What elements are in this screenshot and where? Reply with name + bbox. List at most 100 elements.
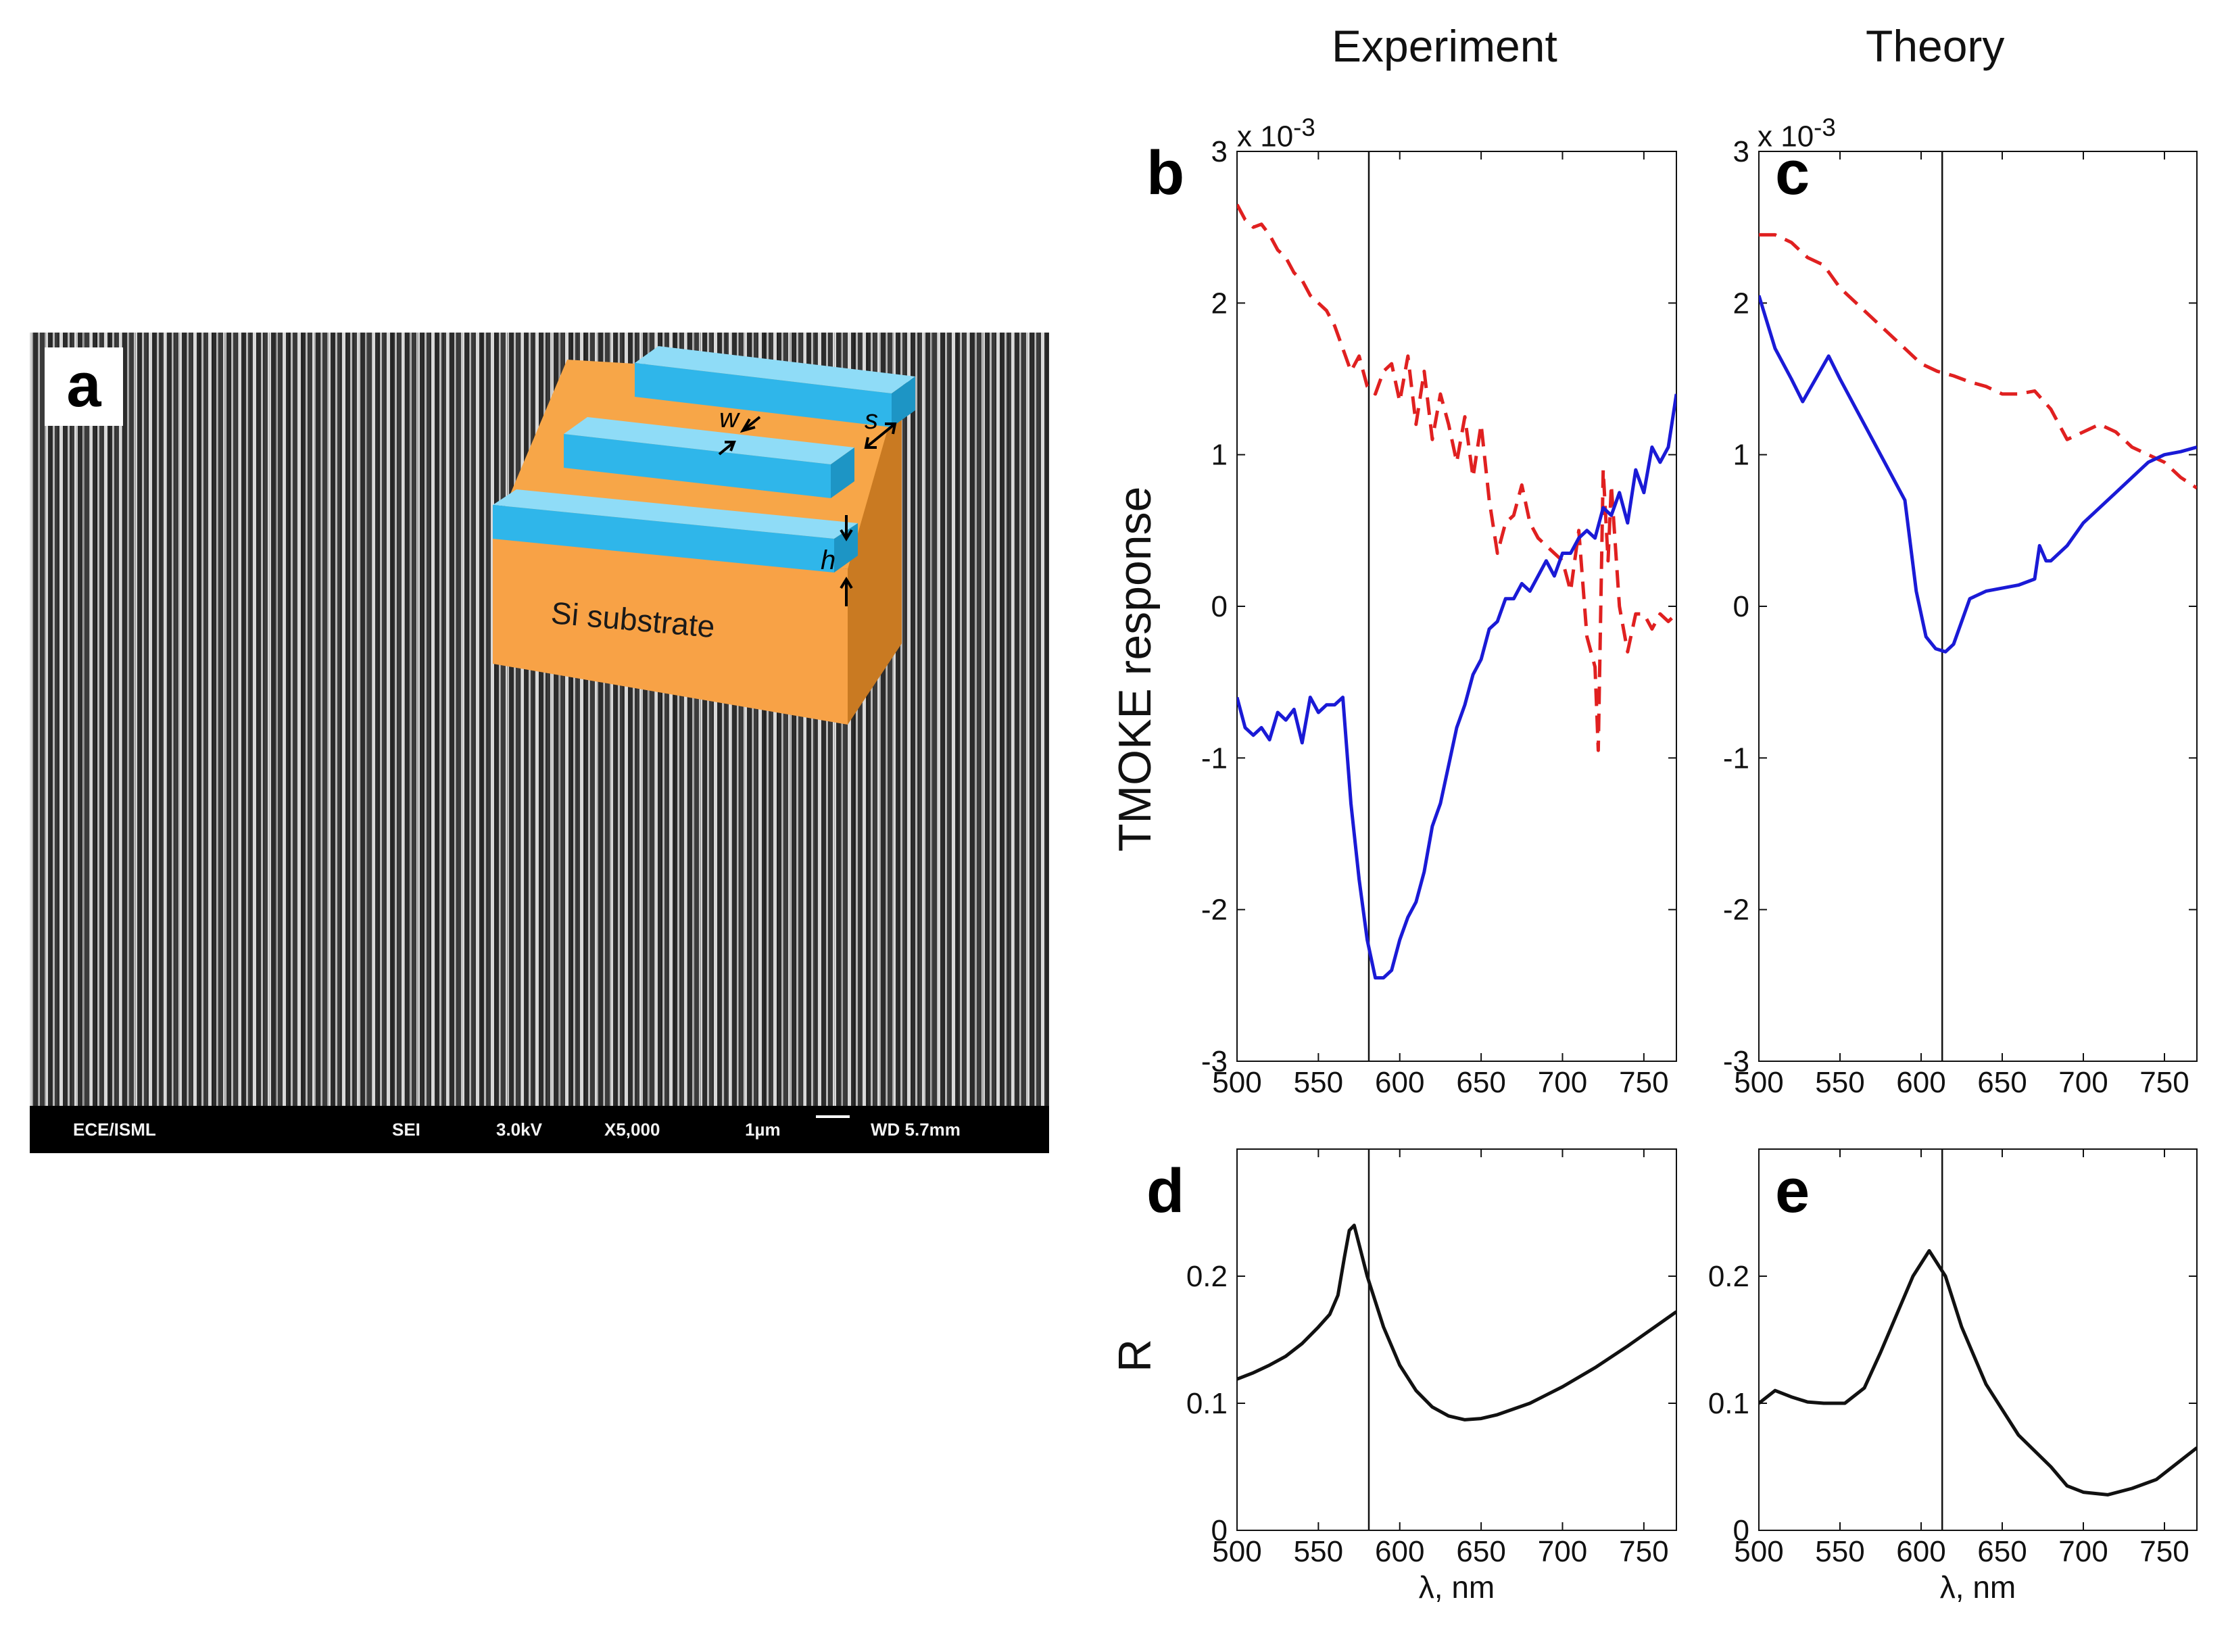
stripe-back-end: [892, 376, 915, 427]
sem-scale-label: 1µm: [745, 1119, 781, 1140]
plot-b-series-dashed: [1237, 203, 1676, 752]
plot-d-ytick-label: 0: [1211, 1514, 1228, 1547]
panel-label-d: d: [1146, 1157, 1185, 1225]
plot-b-ytick-label: 0: [1211, 590, 1228, 623]
plot-d-xtick-label: 550: [1294, 1535, 1343, 1568]
plot-e-ytick-label: 0: [1733, 1514, 1749, 1547]
plot-e-series-R: [1759, 1248, 2197, 1497]
stripe-front-end: [834, 523, 858, 573]
exponent-label-c-power: -3: [1814, 114, 1836, 141]
w-arrow-lower: [718, 441, 735, 456]
plot-c-series-solid: [1759, 295, 2197, 654]
plot-b-xtick-label: 600: [1375, 1066, 1424, 1099]
dim-w-label: w: [719, 404, 741, 433]
plot-d-xtick-label: 700: [1538, 1535, 1587, 1568]
dimension-arrows: [718, 416, 897, 606]
plot-e-xtick-label: 650: [1977, 1535, 2027, 1568]
plot-c-ytick-label: 1: [1733, 439, 1749, 472]
plot-e-xlabel: λ, nm: [1940, 1570, 2016, 1605]
plot-c-xtick-label: 700: [2058, 1066, 2108, 1099]
plot-b-xtick-label: 500: [1212, 1066, 1261, 1099]
plot-e-xtick-label: 550: [1815, 1535, 1864, 1568]
plot-b-ytick-label: 3: [1211, 135, 1228, 168]
h-arrow-top-head: [840, 529, 853, 541]
stripe-mid-front: [564, 434, 831, 498]
plot-d-ytick-label: 0.1: [1186, 1387, 1228, 1420]
plot-c-ytick-label: 0: [1733, 590, 1749, 623]
plot-c-ytick-label: 3: [1733, 135, 1749, 168]
scale-bar: [816, 1115, 850, 1118]
plot-b-xtick-label: 550: [1294, 1066, 1343, 1099]
exponent-label-b-power: -3: [1293, 114, 1315, 141]
plot-d-ytick-label: 0.2: [1186, 1260, 1228, 1293]
stripe-front-top: [493, 489, 858, 539]
stripe-back-front: [635, 363, 892, 427]
exponent-label-c: x 10-3: [1758, 114, 1836, 154]
plot-d-series-R: [1237, 1223, 1676, 1422]
stripe-mid-end: [831, 447, 854, 498]
exponent-label-c-prefix: x 10: [1758, 120, 1814, 153]
w-arrow-upper-head: [740, 418, 756, 433]
plot-e-ytick-label: 0.1: [1708, 1387, 1749, 1420]
stripe-back-top: [635, 346, 915, 393]
sem-voltage-label: 3.0kV: [496, 1119, 542, 1140]
panel-label-a: a: [45, 347, 123, 426]
w-arrow-lower-head: [725, 441, 736, 452]
plot-d-frame: [1236, 1148, 1677, 1531]
plot-c-ytick-label: -2: [1723, 894, 1749, 927]
plot-d-xlabel: λ, nm: [1419, 1570, 1495, 1605]
plot-b-ytick-label: -2: [1201, 894, 1228, 927]
panel-label-e: e: [1775, 1157, 1810, 1225]
plot-d-xtick-label: 650: [1456, 1535, 1505, 1568]
plot-b-ytick-label: -3: [1201, 1045, 1228, 1078]
plot-b-series-solid: [1237, 393, 1676, 980]
column-title-experiment: Experiment: [1332, 21, 1557, 71]
plot-e-frame: [1758, 1148, 2198, 1531]
plot-c-xtick-label: 550: [1815, 1066, 1864, 1099]
plot-e-xtick-label: 700: [2058, 1535, 2108, 1568]
grating-schematic: w s h Si substrate: [493, 346, 915, 725]
plot-d-xtick-label: 500: [1212, 1535, 1261, 1568]
sem-lab-label: ECE/ISML: [73, 1119, 156, 1140]
plot-d-xtick-label: 600: [1375, 1535, 1424, 1568]
h-arrow-bottom-head: [840, 577, 853, 589]
plot-c-series-dashed: [1759, 233, 2197, 490]
sem-wd-label: WD 5.7mm: [871, 1119, 961, 1140]
column-title-theory: Theory: [1866, 21, 2005, 71]
plot-d-xtick-label: 750: [1619, 1535, 1668, 1568]
plot-b-xtick-label: 700: [1538, 1066, 1587, 1099]
plot-e-xtick-label: 500: [1734, 1535, 1783, 1568]
plot-e-xtick-label: 600: [1896, 1535, 1945, 1568]
plot-b-ytick-label: 1: [1211, 439, 1228, 472]
plot-c-xtick-label: 500: [1734, 1066, 1783, 1099]
substrate-front: [493, 535, 848, 725]
dim-s-label: s: [865, 405, 878, 435]
s-arrow-head-top: [885, 422, 897, 435]
exponent-label-b-prefix: x 10: [1237, 120, 1294, 153]
plot-c-xtick-label: 750: [2139, 1066, 2189, 1099]
stripe-front-front: [493, 505, 834, 573]
stripe-mid-top: [564, 417, 854, 464]
exponent-label-b: x 10-3: [1237, 114, 1315, 154]
plot-c-xtick-label: 600: [1896, 1066, 1945, 1099]
sem-mode-label: SEI: [392, 1119, 420, 1140]
plot-c-ytick-label: -1: [1723, 742, 1749, 775]
plot-b-xtick-label: 750: [1619, 1066, 1668, 1099]
sem-info-bar: ECE/ISML SEI 3.0kV X5,000 1µm WD 5.7mm: [30, 1106, 1049, 1153]
plot-e-xtick-label: 750: [2139, 1535, 2189, 1568]
plot-e-ytick-label: 0.2: [1708, 1260, 1749, 1293]
sem-panel: ECE/ISML SEI 3.0kV X5,000 1µm WD 5.7mm a: [30, 333, 1049, 1153]
plot-b-xtick-label: 650: [1456, 1066, 1505, 1099]
dim-h-label: h: [821, 545, 836, 575]
panel-label-b: b: [1146, 139, 1185, 208]
plot-c-xtick-label: 650: [1977, 1066, 2027, 1099]
plot-b-ytick-label: -1: [1201, 742, 1228, 775]
panel-label-c: c: [1775, 139, 1810, 208]
sem-magnification-label: X5,000: [604, 1119, 660, 1140]
plot-c-ytick-label: 2: [1733, 287, 1749, 320]
plot-c-ytick-label: -3: [1723, 1045, 1749, 1078]
